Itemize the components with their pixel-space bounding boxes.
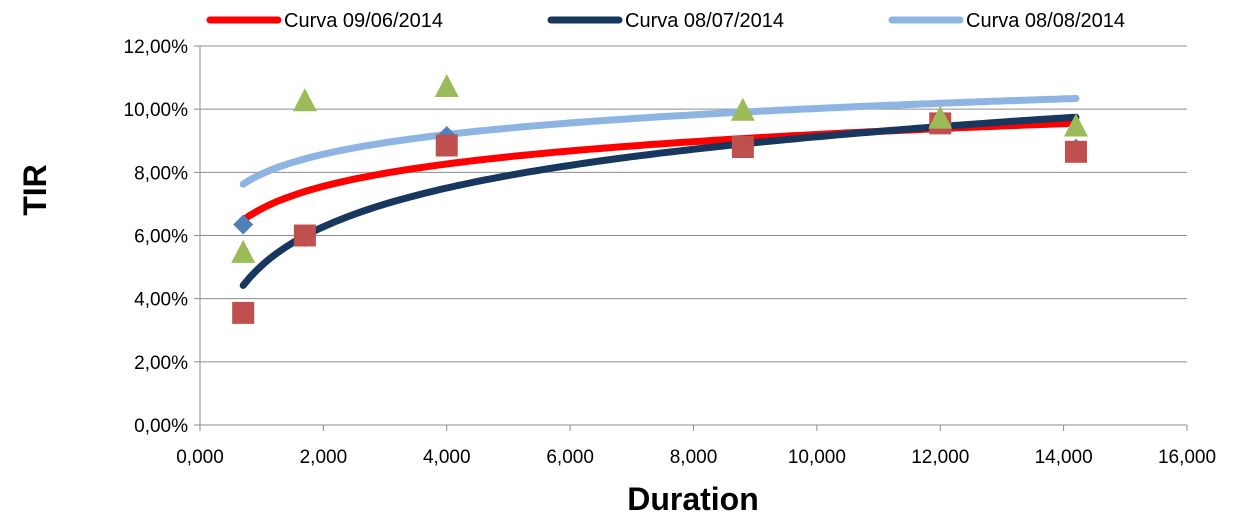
- marker-square: [435, 134, 458, 157]
- x-tick-label: 14,000: [1035, 447, 1093, 468]
- trend-curve: [239, 95, 1080, 188]
- y-tick-label: 8,00%: [134, 163, 188, 184]
- marker-triangle: [292, 88, 317, 112]
- legend-label: Curva 09/06/2014: [284, 10, 443, 32]
- marker-triangle: [434, 74, 459, 98]
- y-tick-label: 4,00%: [134, 290, 188, 311]
- marker-diamond: [233, 214, 254, 235]
- x-tick-label: 6,000: [546, 447, 594, 468]
- x-tick-label: 10,000: [788, 447, 846, 468]
- y-tick-label: 0,00%: [134, 416, 188, 437]
- x-axis-title: Duration: [627, 481, 759, 517]
- gridlines: [200, 45, 1187, 363]
- trend-curve: [239, 119, 1080, 224]
- y-tick-label: 10,00%: [124, 100, 189, 121]
- legend-label: Curva 08/08/2014: [966, 10, 1125, 32]
- x-tick-label: 0,000: [176, 447, 224, 468]
- y-tick-label: 2,00%: [134, 353, 188, 374]
- marker-square: [293, 224, 316, 247]
- marker-triangle: [231, 239, 256, 263]
- legend-label: Curva 08/07/2014: [625, 10, 784, 32]
- y-tick-label: 6,00%: [134, 227, 188, 248]
- marker-square: [232, 301, 255, 324]
- legend: Curva 09/06/2014 Curva 08/07/2014 Curva 08…: [206, 10, 1125, 32]
- marker-square: [731, 136, 754, 159]
- marker-triangle: [1063, 113, 1088, 137]
- x-tick-label: 4,000: [423, 447, 471, 468]
- x-tick-label: 8,000: [670, 447, 718, 468]
- x-tick-label: 2,000: [300, 447, 348, 468]
- y-axis-title: TIR: [17, 164, 53, 216]
- marker-triangle: [730, 97, 755, 121]
- marker-square: [1064, 140, 1087, 163]
- marker-triangle: [928, 105, 953, 129]
- y-tick-label: 12,00%: [124, 37, 189, 58]
- axes: 0,00% 2,00% 4,00% 6,00% 8,00% 10,00% 12,00% 0,0…: [124, 37, 1217, 468]
- data-markers: [231, 74, 1088, 324]
- x-tick-label: 12,000: [911, 447, 969, 468]
- x-tick-label: 16,000: [1158, 447, 1216, 468]
